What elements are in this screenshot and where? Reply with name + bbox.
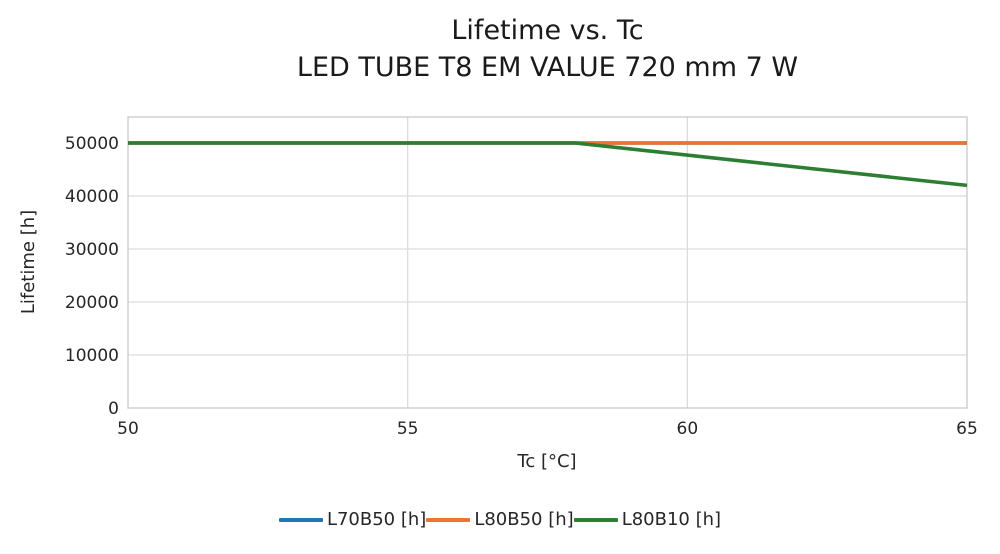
legend-swatch xyxy=(573,517,618,522)
legend-item: L70B50 [h] xyxy=(278,509,427,530)
x-axis-label: Tc [°C] xyxy=(516,451,576,472)
y-tick-label: 20000 xyxy=(65,293,119,313)
legend: L70B50 [h] L80B50 [h] L80B10 [h] xyxy=(0,509,1000,530)
legend-label: L80B50 [h] xyxy=(474,509,574,530)
y-tick-label: 30000 xyxy=(65,240,119,260)
chart-subtitle: LED TUBE T8 EM VALUE 720 mm 7 W xyxy=(296,52,799,83)
x-tick-label: 50 xyxy=(117,419,139,439)
x-tick-label: 60 xyxy=(677,419,699,439)
legend-item: L80B10 [h] xyxy=(573,509,722,530)
chart-title: Lifetime vs. Tc xyxy=(451,15,644,46)
legend-swatch xyxy=(426,517,471,522)
chart-titles: Lifetime vs. Tc LED TUBE T8 EM VALUE 720… xyxy=(128,12,967,86)
series-line-l80b10-h xyxy=(128,141,968,188)
y-tick-label: 50000 xyxy=(65,134,119,154)
plot-border xyxy=(127,116,968,409)
legend-label: L70B50 [h] xyxy=(326,509,427,530)
x-tick-label: 65 xyxy=(956,419,978,439)
y-tick-label: 0 xyxy=(108,399,119,419)
y-tick-label: 40000 xyxy=(65,187,119,207)
legend-item: L80B50 [h] xyxy=(426,509,574,530)
legend-label: L80B10 [h] xyxy=(621,509,722,530)
gridlines xyxy=(127,116,968,409)
plot-area: 0 10000 20000 30000 40000 50000 50 55 60 65 Tc [°… xyxy=(18,116,978,472)
tick-labels: 0 10000 20000 30000 40000 50000 50 55 60 65 xyxy=(65,134,978,439)
series-lines xyxy=(128,141,968,188)
legend-swatch xyxy=(278,517,323,522)
y-tick-label: 10000 xyxy=(65,346,119,366)
y-axis-label: Lifetime [h] xyxy=(18,210,39,314)
x-tick-label: 55 xyxy=(397,419,419,439)
